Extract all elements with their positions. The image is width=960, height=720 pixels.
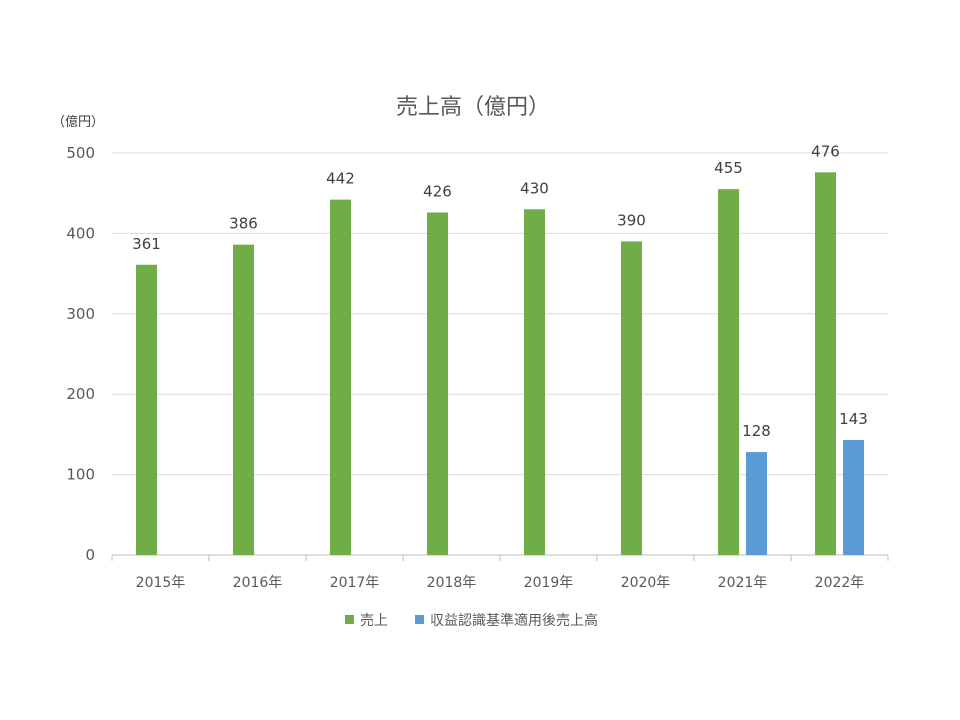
bar-uriage	[621, 241, 642, 555]
bar-uriage	[815, 172, 836, 555]
legend-swatch	[415, 615, 424, 624]
bar-uriage	[233, 244, 254, 555]
x-tick-label: 2015年	[136, 575, 186, 591]
y-axis-unit-label: （億円）	[52, 114, 104, 130]
data-label-uriage: 430	[520, 179, 549, 197]
x-tick-label: 2021年	[718, 575, 768, 591]
legend: 売上 収益認識基準適用後売上高	[345, 612, 598, 629]
data-label-uriage: 476	[811, 142, 840, 160]
bar-adjusted-revenue	[843, 440, 864, 555]
data-label-uriage: 386	[229, 215, 258, 233]
bars	[136, 172, 864, 555]
data-label-uriage: 390	[617, 211, 646, 229]
y-tick-label: 0	[85, 546, 95, 564]
bar-uriage	[427, 212, 448, 555]
data-label-uriage: 426	[423, 182, 452, 200]
y-tick-label: 500	[66, 144, 95, 162]
x-tick-label: 2022年	[815, 575, 865, 591]
y-tick-label: 400	[66, 224, 95, 242]
data-label-adjusted-revenue: 143	[839, 410, 868, 428]
y-axis-ticks: 0 100 200 300 400 500	[66, 144, 95, 564]
bar-uriage	[136, 264, 157, 555]
legend-swatch	[345, 615, 354, 624]
chart-title: 売上高（億円）	[396, 95, 550, 120]
data-label-adjusted-revenue: 128	[742, 422, 771, 440]
y-tick-label: 100	[66, 466, 95, 484]
bar-uriage	[330, 199, 351, 555]
legend-label: 収益認識基準適用後売上高	[430, 612, 598, 629]
x-tick-label: 2018年	[427, 575, 477, 591]
x-tick-label: 2016年	[233, 575, 283, 591]
data-label-uriage: 361	[132, 235, 161, 253]
y-tick-label: 300	[66, 305, 95, 323]
bar-uriage	[524, 209, 545, 555]
bar-uriage	[718, 189, 739, 555]
gridlines	[112, 152, 888, 476]
x-axis: 2015年 2016年 2017年 2018年 2019年 2020年 2021年 2022年	[111, 554, 889, 591]
x-tick-label: 2019年	[524, 575, 574, 591]
data-label-uriage: 455	[714, 159, 743, 177]
x-tick-label: 2020年	[621, 575, 671, 591]
legend-label: 売上	[360, 613, 388, 629]
data-label-uriage: 442	[326, 170, 355, 188]
data-labels: 361 386 442 426 430 390 455 128 476 143	[132, 142, 868, 440]
bar-adjusted-revenue	[746, 452, 767, 555]
x-tick-label: 2017年	[330, 575, 380, 591]
y-tick-label: 200	[66, 385, 95, 403]
